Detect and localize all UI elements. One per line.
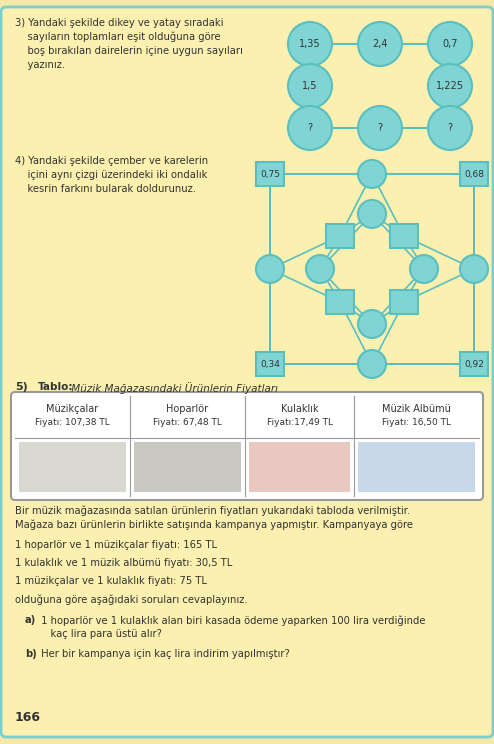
Text: a): a) xyxy=(25,615,36,625)
Text: kesrin farkını bularak doldurunuz.: kesrin farkını bularak doldurunuz. xyxy=(15,184,196,194)
Text: 5): 5) xyxy=(15,382,28,392)
Text: 4) Yandaki şekilde çember ve karelerin: 4) Yandaki şekilde çember ve karelerin xyxy=(15,156,208,166)
Text: 1 kulaklık ve 1 müzik albümü fiyatı: 30,5 TL: 1 kulaklık ve 1 müzik albümü fiyatı: 30,… xyxy=(15,558,232,568)
Text: Tablo:: Tablo: xyxy=(38,382,74,392)
Text: Fiyatı: 16,50 TL: Fiyatı: 16,50 TL xyxy=(382,418,451,427)
Bar xyxy=(460,162,488,186)
Bar xyxy=(249,442,350,492)
Circle shape xyxy=(428,106,472,150)
Text: 2,4: 2,4 xyxy=(372,39,388,49)
Text: Fiyatı: 67,48 TL: Fiyatı: 67,48 TL xyxy=(153,418,222,427)
Text: Mağaza bazı ürünlerin birlikte satışında kampanya yapmıştır. Kampanyaya göre: Mağaza bazı ürünlerin birlikte satışında… xyxy=(15,520,413,530)
Bar xyxy=(326,224,354,248)
Text: Hoparlör: Hoparlör xyxy=(166,404,208,414)
Bar xyxy=(390,224,418,248)
Text: kaç lira para üstü alır?: kaç lira para üstü alır? xyxy=(38,629,162,639)
Text: boş bırakılan dairelerin içine uygun sayıları: boş bırakılan dairelerin içine uygun say… xyxy=(15,46,243,56)
Circle shape xyxy=(256,255,284,283)
Text: 166: 166 xyxy=(15,711,41,724)
Circle shape xyxy=(358,350,386,378)
Circle shape xyxy=(358,106,402,150)
Text: Fiyatı:17,49 TL: Fiyatı:17,49 TL xyxy=(266,418,332,427)
Text: olduğuna göre aşağıdaki soruları cevaplayınız.: olduğuna göre aşağıdaki soruları cevapla… xyxy=(15,594,247,605)
Circle shape xyxy=(288,22,332,66)
Text: yazınız.: yazınız. xyxy=(15,60,65,70)
Text: ?: ? xyxy=(448,123,453,133)
Text: 1,35: 1,35 xyxy=(299,39,321,49)
Bar xyxy=(460,352,488,376)
Circle shape xyxy=(288,106,332,150)
FancyBboxPatch shape xyxy=(11,392,483,500)
Circle shape xyxy=(428,22,472,66)
Text: ?: ? xyxy=(377,123,382,133)
Circle shape xyxy=(358,310,386,338)
Bar xyxy=(358,442,475,492)
Text: Kulaklık: Kulaklık xyxy=(281,404,318,414)
Bar xyxy=(134,442,241,492)
Text: 1,225: 1,225 xyxy=(436,81,464,91)
Circle shape xyxy=(460,255,488,283)
Bar xyxy=(326,290,354,314)
Circle shape xyxy=(410,255,438,283)
Circle shape xyxy=(306,255,334,283)
Bar xyxy=(256,352,284,376)
Circle shape xyxy=(428,64,472,108)
Text: Müzik Albümü: Müzik Albümü xyxy=(382,404,451,414)
Text: 0,34: 0,34 xyxy=(260,359,280,368)
Text: 0,92: 0,92 xyxy=(464,359,484,368)
Text: 1,5: 1,5 xyxy=(302,81,318,91)
Text: Müzikçalar: Müzikçalar xyxy=(46,404,99,414)
Text: ?: ? xyxy=(307,123,313,133)
Text: sayıların toplamları eşit olduğuna göre: sayıların toplamları eşit olduğuna göre xyxy=(15,32,221,42)
Bar xyxy=(256,162,284,186)
Text: 0,7: 0,7 xyxy=(442,39,458,49)
Circle shape xyxy=(288,64,332,108)
Text: 3) Yandaki şekilde dikey ve yatay sıradaki: 3) Yandaki şekilde dikey ve yatay sırada… xyxy=(15,18,223,28)
Text: 1 müzikçalar ve 1 kulaklık fiyatı: 75 TL: 1 müzikçalar ve 1 kulaklık fiyatı: 75 TL xyxy=(15,576,207,586)
Text: Müzik Mağazasındaki Ürünlerin Fiyatları: Müzik Mağazasındaki Ürünlerin Fiyatları xyxy=(68,382,278,394)
Circle shape xyxy=(358,200,386,228)
Text: Bir müzik mağazasında satılan ürünlerin fiyatları yukarıdaki tabloda verilmiştir: Bir müzik mağazasında satılan ürünlerin … xyxy=(15,506,410,516)
Text: içini aynı çizgi üzerindeki iki ondalık: içini aynı çizgi üzerindeki iki ondalık xyxy=(15,170,207,180)
Circle shape xyxy=(358,160,386,188)
Text: 1 hoparlör ve 1 kulaklık alan biri kasada ödeme yaparken 100 lira verdiğinde: 1 hoparlör ve 1 kulaklık alan biri kasad… xyxy=(38,615,425,626)
Circle shape xyxy=(358,22,402,66)
Text: Fiyatı: 107,38 TL: Fiyatı: 107,38 TL xyxy=(35,418,110,427)
Text: 1 hoparlör ve 1 müzikçalar fiyatı: 165 TL: 1 hoparlör ve 1 müzikçalar fiyatı: 165 T… xyxy=(15,539,217,550)
Text: Her bir kampanya için kaç lira indirim yapılmıştır?: Her bir kampanya için kaç lira indirim y… xyxy=(38,649,290,658)
Text: 0,68: 0,68 xyxy=(464,170,484,179)
Bar xyxy=(390,290,418,314)
Text: b): b) xyxy=(25,649,37,658)
Text: 0,75: 0,75 xyxy=(260,170,280,179)
FancyBboxPatch shape xyxy=(1,7,493,737)
Bar xyxy=(19,442,126,492)
